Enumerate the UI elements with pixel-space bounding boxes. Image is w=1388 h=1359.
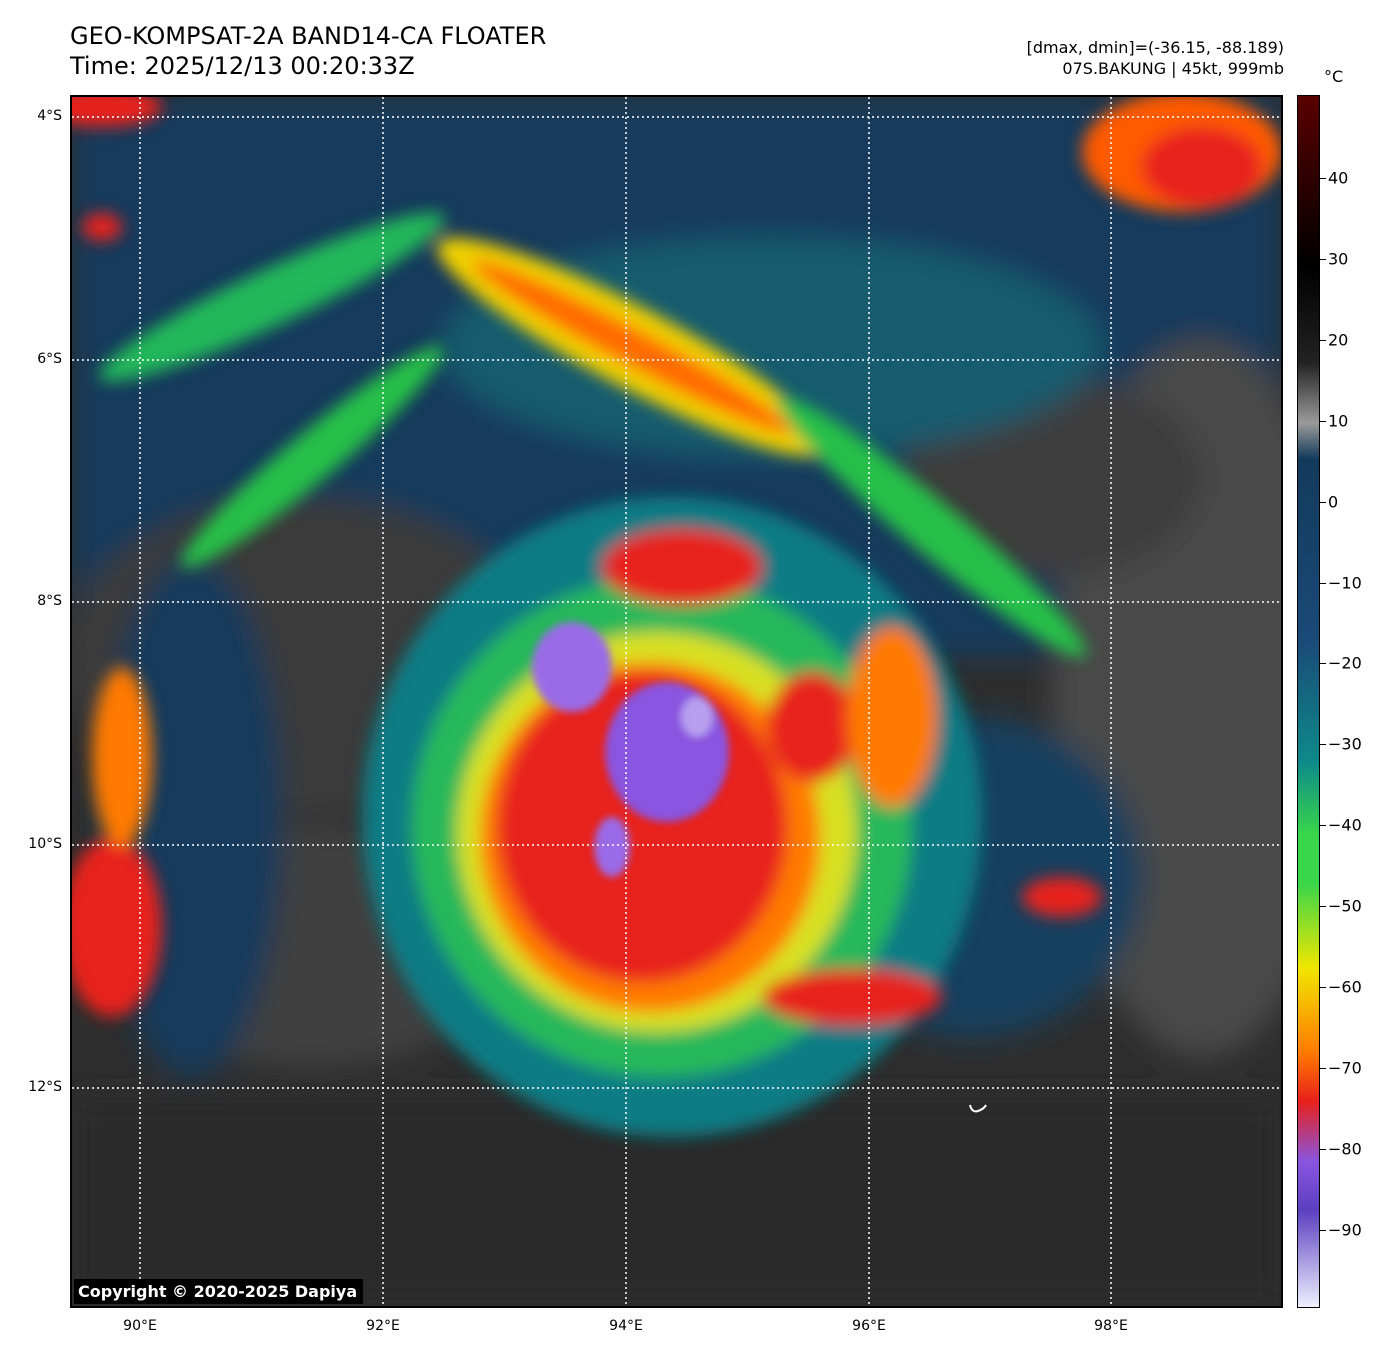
lat-label: 6°S <box>37 351 62 367</box>
lat-label: 4°S <box>37 108 62 124</box>
graticule <box>72 97 1281 1306</box>
colorbar-tick-label: −40 <box>1328 815 1362 835</box>
colorbar-tick-label: 10 <box>1328 411 1349 431</box>
colorbar-tick-label: −60 <box>1328 977 1362 997</box>
lat-label: 8°S <box>37 593 62 609</box>
colorbar-tick-mark <box>1320 178 1326 179</box>
lat-label: 12°S <box>28 1079 62 1095</box>
colorbar-tick-mark <box>1320 1230 1326 1231</box>
colorbar-tick-mark <box>1320 1068 1326 1069</box>
colorbar-tick-label: −30 <box>1328 734 1362 754</box>
colorbar-tick-label: −70 <box>1328 1058 1362 1078</box>
colorbar-tick-mark <box>1320 421 1326 422</box>
colorbar-tick-mark <box>1320 1149 1326 1150</box>
colorbar-tick-mark <box>1320 259 1326 260</box>
colorbar-unit: °C <box>1324 67 1344 86</box>
colorbar-tick-mark <box>1320 825 1326 826</box>
colorbar-tick-label: 0 <box>1328 492 1339 512</box>
storm-label: 07S.BAKUNG | 45kt, 999mb <box>1062 59 1284 78</box>
satellite-map[interactable]: Copyright © 2020-2025 Dapiya <box>70 95 1283 1308</box>
colorbar-tick-label: −50 <box>1328 896 1362 916</box>
colorbar-tick-mark <box>1320 340 1326 341</box>
colorbar-tick-label: 30 <box>1328 249 1349 269</box>
colorbar-tick-label: 40 <box>1328 168 1349 188</box>
lon-label: 90°E <box>123 1318 157 1334</box>
lat-label: 10°S <box>28 836 62 852</box>
colorbar-tick-mark <box>1320 583 1326 584</box>
colorbar-tick-label: −10 <box>1328 573 1362 593</box>
copyright-notice: Copyright © 2020-2025 Dapiya <box>74 1279 364 1304</box>
lon-label: 94°E <box>609 1318 643 1334</box>
colorbar-tick-mark <box>1320 987 1326 988</box>
colorbar-tick-mark <box>1320 663 1326 664</box>
range-label: [dmax, dmin]=(-36.15, -88.189) <box>1026 38 1284 57</box>
temperature-colorbar <box>1297 95 1320 1308</box>
lon-label: 98°E <box>1094 1318 1128 1334</box>
colorbar-tick-label: 20 <box>1328 330 1349 350</box>
colorbar-tick-mark <box>1320 502 1326 503</box>
colorbar-tick-label: −80 <box>1328 1139 1362 1159</box>
ir-imagery <box>72 97 1281 1306</box>
colorbar-tick-label: −90 <box>1328 1220 1362 1240</box>
time-label: Time: 2025/12/13 00:20:33Z <box>70 52 415 80</box>
product-title: GEO-KOMPSAT-2A BAND14-CA FLOATER <box>70 22 547 50</box>
lon-label: 96°E <box>852 1318 886 1334</box>
colorbar-tick-label: −20 <box>1328 653 1362 673</box>
colorbar-tick-mark <box>1320 744 1326 745</box>
colorbar-tick-mark <box>1320 906 1326 907</box>
lon-label: 92°E <box>366 1318 400 1334</box>
